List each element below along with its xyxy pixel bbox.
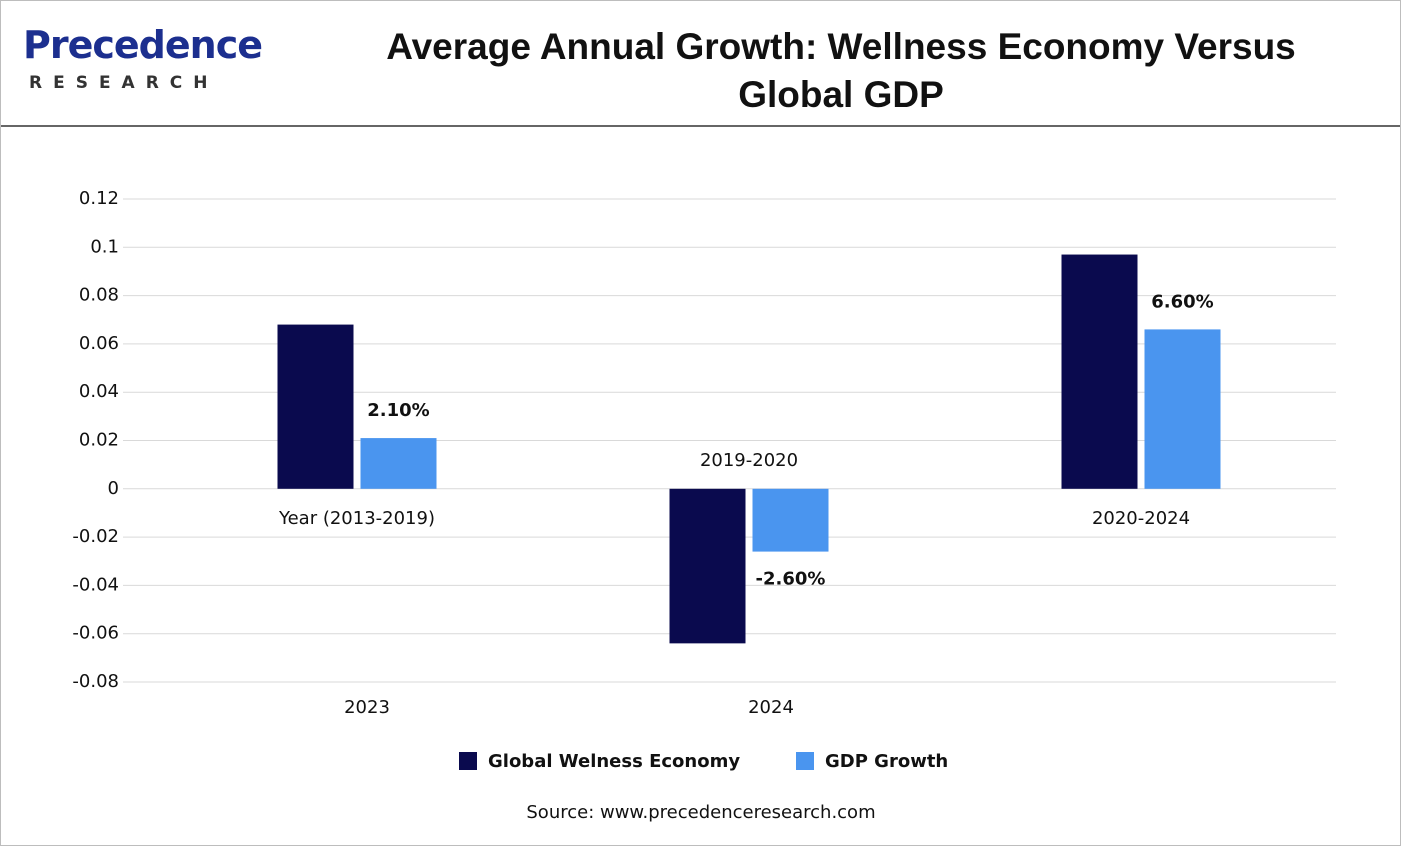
legend-swatch bbox=[796, 752, 814, 770]
legend-swatch bbox=[459, 752, 477, 770]
logo-tagline: RESEARCH bbox=[29, 73, 219, 93]
bar bbox=[360, 438, 437, 489]
legend-label: GDP Growth bbox=[825, 751, 948, 772]
x-tick-label-secondary: 2024 bbox=[748, 697, 794, 718]
y-tick-label: -0.08 bbox=[72, 671, 119, 692]
x-tick-label: 2020-2024 bbox=[1092, 508, 1190, 529]
x-tick-label: 2019-2020 bbox=[700, 450, 798, 471]
y-tick-label: 0.06 bbox=[79, 333, 119, 354]
x-tick-label-secondary: 2023 bbox=[344, 697, 390, 718]
x-tick-label: Year (2013-2019) bbox=[278, 508, 435, 529]
y-tick-label: -0.06 bbox=[72, 623, 119, 644]
y-tick-label: -0.02 bbox=[72, 526, 119, 547]
bar bbox=[277, 324, 354, 489]
y-tick-label: 0.1 bbox=[90, 236, 119, 257]
bar bbox=[752, 488, 829, 552]
data-label: -2.60% bbox=[756, 569, 826, 590]
bar bbox=[1144, 329, 1221, 489]
y-tick-label: 0 bbox=[108, 478, 119, 499]
y-tick-label: 0.02 bbox=[79, 430, 119, 451]
bar bbox=[1061, 254, 1138, 489]
chart-title: Average Annual Growth: Wellness Economy … bbox=[386, 26, 1296, 115]
data-label: 2.10% bbox=[367, 400, 429, 421]
bar bbox=[669, 488, 746, 644]
y-tick-label: 0.04 bbox=[79, 381, 119, 402]
data-label: 6.60% bbox=[1151, 291, 1213, 312]
y-tick-label: 0.12 bbox=[79, 188, 119, 209]
legend-label: Global Welness Economy bbox=[488, 751, 740, 772]
logo-name: Precedence bbox=[23, 23, 263, 67]
y-tick-label: 0.08 bbox=[79, 285, 119, 306]
source: Source: www.precedenceresearch.com bbox=[526, 802, 875, 823]
y-tick-label: -0.04 bbox=[72, 574, 119, 595]
